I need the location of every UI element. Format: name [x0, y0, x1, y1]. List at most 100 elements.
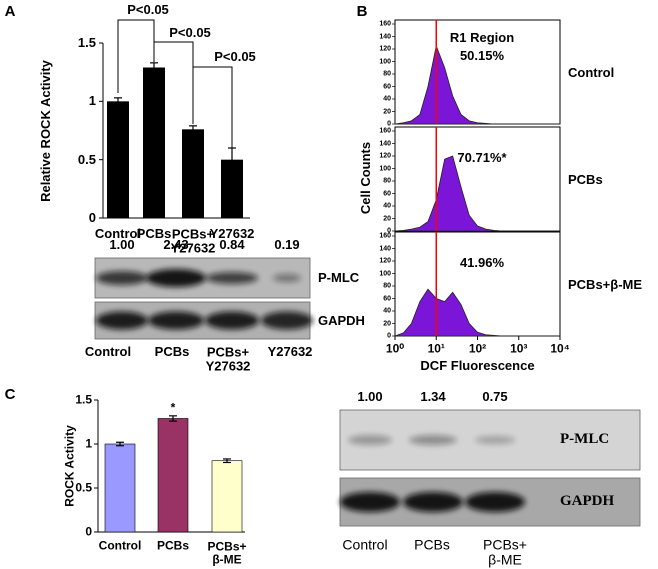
- y-tick-label: 1: [88, 93, 96, 109]
- lane-label: Control: [84, 344, 132, 360]
- y-axis-label: Relative ROCK Activity: [38, 59, 54, 202]
- quantity-label: 0.84: [219, 237, 245, 253]
- legend-label: PCBs+β-ME: [568, 277, 643, 293]
- bar: [157, 418, 189, 533]
- y-tick-label: 140: [379, 244, 391, 252]
- bar: [182, 129, 204, 218]
- y-tick-label: 140: [379, 139, 391, 147]
- band-label: GAPDH: [318, 312, 365, 328]
- y-tick-label: 1.5: [77, 35, 96, 51]
- error-bar: [189, 125, 197, 134]
- quantity-label: 1.00: [109, 237, 135, 253]
- x-tick-label: 10³: [510, 341, 528, 356]
- y-tick-label: 40: [383, 307, 391, 315]
- bar: [104, 443, 136, 533]
- lane-label: PCBs+ β-ME: [483, 536, 527, 567]
- y-tick-label: 1.5: [75, 392, 92, 407]
- lane-label: PCBs+ Y27632: [205, 344, 251, 373]
- significance-bracket: [192, 66, 233, 150]
- x-axis-label: DCF Fluorescence: [420, 358, 535, 374]
- x-tick-label: 10²: [468, 341, 487, 356]
- error-bar: [169, 415, 177, 422]
- blot-band: [475, 436, 515, 444]
- x-tick-label: PCBs+ Y27632: [170, 226, 216, 255]
- percent-label: 41.96%: [459, 255, 505, 271]
- y-tick-label: 40: [383, 95, 391, 103]
- lane-label: Control: [342, 536, 388, 553]
- quantity-label: 0.75: [482, 389, 508, 405]
- blot-band: [403, 492, 463, 512]
- blot-band: [96, 271, 148, 285]
- x-tick-label: Control: [98, 538, 142, 553]
- bar: [211, 460, 243, 533]
- y-tick-label: 60: [383, 82, 391, 90]
- y-tick-label: 80: [383, 282, 391, 290]
- blot-band: [465, 492, 525, 512]
- x-tick-label: Control: [94, 226, 142, 242]
- blot-band: [409, 435, 457, 445]
- y-tick-label: 120: [379, 152, 391, 160]
- lane-label: PCBs: [154, 344, 190, 360]
- quantity-label: 2.43: [163, 237, 189, 253]
- annotation: P<0.05: [127, 2, 169, 18]
- blot-band: [205, 311, 259, 330]
- y-tick-label: 60: [383, 189, 391, 197]
- panel-label: B: [356, 3, 368, 21]
- blot-band: [206, 272, 258, 284]
- x-tick-label: PCBs: [136, 226, 172, 242]
- y-tick-label: 100: [379, 269, 391, 277]
- y-tick-label: 20: [383, 107, 391, 115]
- quantity-label: 1.00: [357, 389, 383, 405]
- y-tick-label: 160: [379, 20, 391, 28]
- histogram-frame: [394, 126, 561, 232]
- y-axis-label: Cell Counts: [358, 141, 374, 215]
- lane-label: PCBs: [414, 536, 450, 553]
- band-label: P-MLC: [318, 270, 360, 286]
- y-tick-label: 0.5: [75, 480, 92, 495]
- percent-label: 70.71%*: [457, 150, 507, 166]
- quantity-label: 0.19: [274, 237, 300, 253]
- y-tick-label: 120: [379, 45, 391, 53]
- blot-band: [261, 311, 313, 330]
- percent-label: 50.15%: [459, 48, 505, 64]
- x-tick-label: PCBs+ β-ME: [207, 539, 247, 566]
- x-tick-label: 10⁰: [385, 341, 405, 356]
- bar: [143, 67, 165, 218]
- y-tick-label: 160: [379, 127, 391, 135]
- blot-band: [148, 311, 204, 330]
- legend-label: Control: [568, 65, 615, 81]
- blot-band: [146, 269, 206, 287]
- error-bar: [150, 62, 158, 73]
- y-tick-label: 0.5: [77, 151, 96, 167]
- y-axis-label: ROCK Activity: [62, 425, 77, 507]
- x-tick-label: Y27632: [209, 226, 255, 242]
- y-tick-label: 100: [379, 57, 391, 65]
- y-tick-label: 0: [387, 332, 391, 340]
- bar: [221, 159, 243, 218]
- panel-label: A: [4, 3, 16, 21]
- y-tick-label: 160: [379, 232, 391, 240]
- legend-label: PCBs: [568, 172, 603, 188]
- x-tick-label: PCBs: [156, 538, 190, 553]
- blot-band: [340, 492, 400, 512]
- quantity-label: 1.34: [420, 389, 446, 405]
- annotation: P<0.05: [214, 49, 256, 65]
- blot-band: [273, 274, 301, 282]
- y-tick-label: 0: [387, 120, 391, 128]
- y-tick-label: 100: [379, 164, 391, 172]
- y-tick-label: 1: [85, 436, 92, 451]
- y-tick-label: 60: [383, 294, 391, 302]
- significance-bracket: [117, 19, 155, 93]
- y-tick-label: 20: [383, 319, 391, 327]
- y-tick-label: 0: [387, 227, 391, 235]
- bar: [107, 101, 129, 218]
- band-label: P-MLC: [560, 431, 610, 448]
- x-tick-label: 10¹: [427, 341, 445, 356]
- band-label: GAPDH: [560, 493, 615, 510]
- y-tick-label: 80: [383, 70, 391, 78]
- y-tick-label: 0: [85, 524, 92, 539]
- panel-label: C: [4, 386, 16, 404]
- error-bar: [116, 441, 124, 447]
